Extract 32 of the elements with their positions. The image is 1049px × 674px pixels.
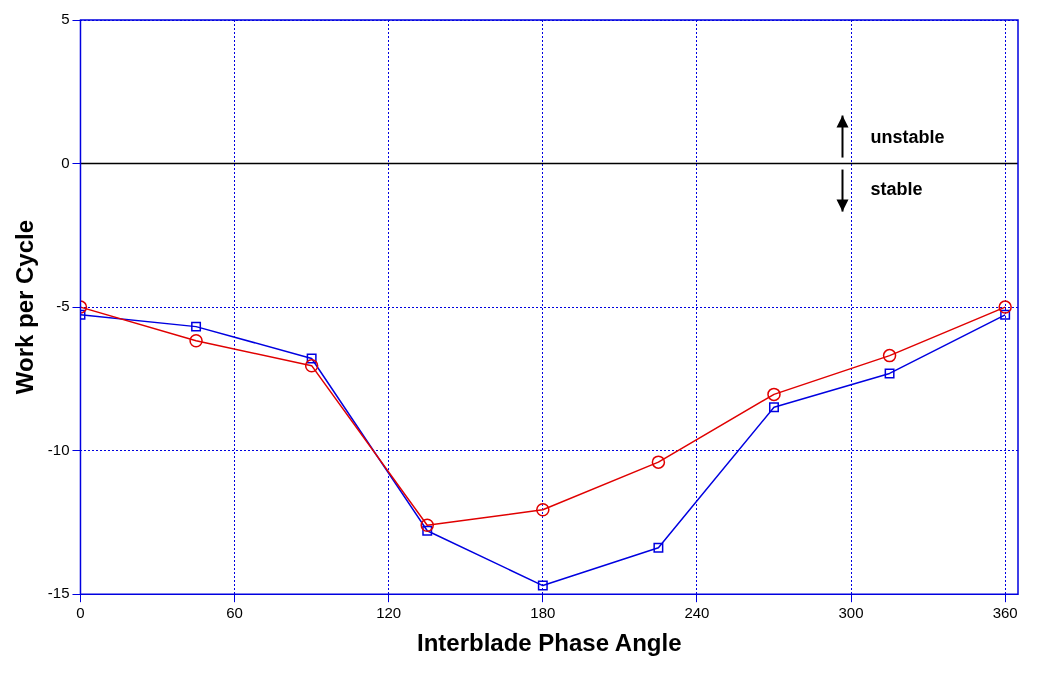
point bbox=[537, 580, 548, 591]
annotation: unstable bbox=[870, 126, 945, 147]
x-tick-label: 120 bbox=[376, 604, 402, 622]
y-tick-label: 5 bbox=[61, 10, 70, 28]
y-tick-label: -10 bbox=[47, 440, 70, 458]
x-tick-label: 360 bbox=[992, 604, 1018, 622]
x-axis-title: Interblade Phase Angle bbox=[416, 629, 682, 657]
point bbox=[536, 503, 550, 517]
x-tick-label: 300 bbox=[838, 604, 864, 622]
point bbox=[884, 368, 895, 379]
point bbox=[653, 542, 664, 553]
point bbox=[420, 518, 434, 533]
y-tick-label: -5 bbox=[56, 297, 70, 315]
y-tick-label: 0 bbox=[61, 153, 70, 171]
point bbox=[651, 455, 666, 469]
x-tick-label: 60 bbox=[226, 604, 243, 622]
point bbox=[422, 525, 433, 536]
y-axis-title: Work per Cycle bbox=[11, 219, 39, 395]
point bbox=[998, 300, 1012, 314]
x-tick-label: 0 bbox=[76, 604, 85, 622]
point bbox=[306, 353, 317, 364]
point bbox=[1000, 309, 1011, 320]
annotation: stable bbox=[870, 178, 923, 199]
point bbox=[191, 321, 202, 332]
point bbox=[767, 387, 781, 402]
point bbox=[304, 358, 319, 373]
x-tick-label: 240 bbox=[684, 604, 710, 622]
x-tick-label: 180 bbox=[530, 604, 556, 622]
point bbox=[882, 348, 897, 363]
point bbox=[189, 333, 203, 348]
y-tick-label: -15 bbox=[47, 584, 70, 602]
point bbox=[769, 402, 779, 413]
